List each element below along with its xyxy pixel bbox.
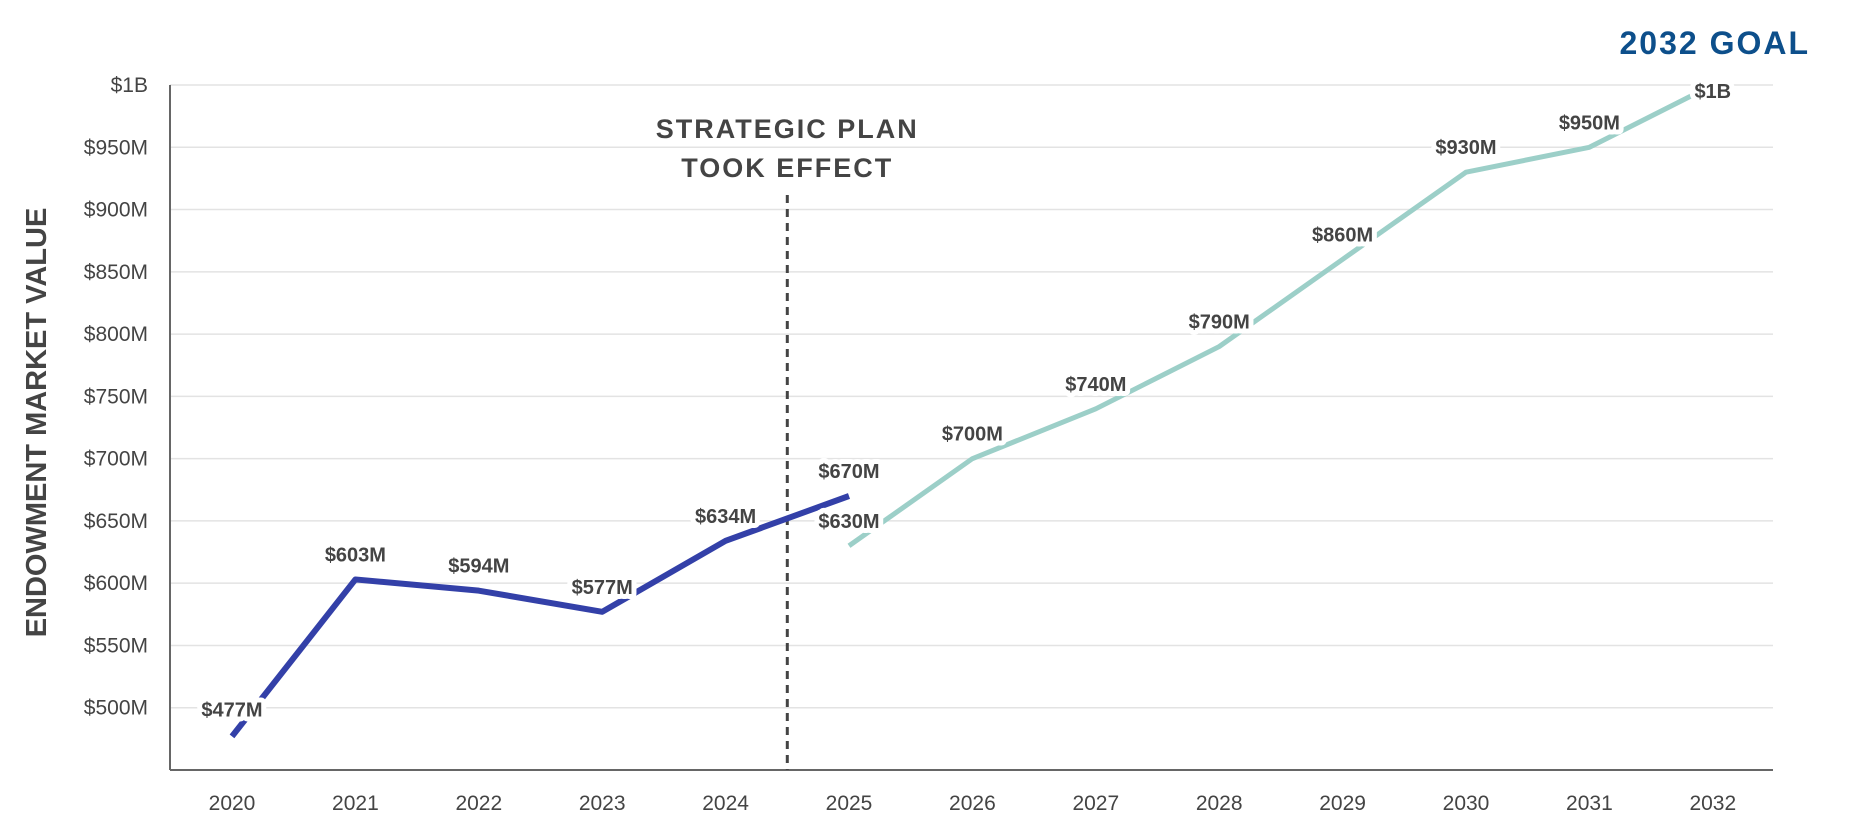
data-label: $634M <box>695 506 756 528</box>
gridlines <box>170 84 1773 709</box>
x-tick-label: 2029 <box>1319 792 1366 815</box>
x-tick-label: 2025 <box>826 792 873 815</box>
y-tick-label: $550M <box>84 634 148 657</box>
data-labels: $477M $603M $594M $577M $634M $670M $630M $700M… <box>196 76 1736 726</box>
data-label: $790M <box>1189 312 1250 334</box>
series-2-line <box>847 82 1714 548</box>
y-axis-title: ENDOWMENT MARKET VALUE <box>21 208 53 638</box>
data-label: $670M <box>818 461 879 483</box>
strategic-plan-label-line-1: STRATEGIC PLAN <box>656 114 919 144</box>
y-tick-label: $1B <box>111 74 148 97</box>
x-tick-label: 2021 <box>332 792 379 815</box>
x-tick-label: 2026 <box>949 792 996 815</box>
data-label: $1B <box>1694 81 1731 103</box>
y-tick-label: $800M <box>84 323 148 346</box>
data-label: $860M <box>1312 224 1373 246</box>
data-label: $577M <box>572 577 633 599</box>
y-tick-labels: $500M $550M $600M $650M $700M $750M $800M $850M… <box>84 74 148 720</box>
y-tick-label: $900M <box>84 199 148 222</box>
data-label: $930M <box>1435 137 1496 159</box>
y-tick-label: $500M <box>84 697 148 720</box>
x-tick-label: 2032 <box>1689 792 1736 815</box>
data-label: $477M <box>201 699 262 721</box>
strategic-plan-annotation: STRATEGIC PLAN TOOK EFFECT <box>656 114 919 770</box>
x-tick-labels: 2020 2021 2022 2023 2024 2025 2026 2027 2028 2029… <box>209 792 1737 815</box>
x-tick-label: 2024 <box>702 792 749 815</box>
y-tick-label: $950M <box>84 136 148 159</box>
x-tick-label: 2022 <box>455 792 502 815</box>
goal-label: 2032 GOAL <box>1619 25 1810 61</box>
y-tick-label: $850M <box>84 261 148 284</box>
x-tick-label: 2031 <box>1566 792 1613 815</box>
x-tick-label: 2020 <box>209 792 256 815</box>
data-label: $630M <box>818 511 879 533</box>
y-tick-label: $600M <box>84 572 148 595</box>
series-lines <box>229 82 1714 739</box>
series-1-line <box>229 493 851 739</box>
data-label: $740M <box>1065 374 1126 396</box>
y-tick-label: $750M <box>84 385 148 408</box>
x-tick-label: 2027 <box>1072 792 1119 815</box>
x-tick-label: 2023 <box>579 792 626 815</box>
axes <box>169 85 1773 771</box>
data-label: $700M <box>942 424 1003 446</box>
y-tick-label: $650M <box>84 510 148 533</box>
x-tick-label: 2030 <box>1443 792 1490 815</box>
data-label: $950M <box>1559 112 1620 134</box>
y-tick-label: $700M <box>84 448 148 471</box>
x-tick-label: 2028 <box>1196 792 1243 815</box>
strategic-plan-label-line-2: TOOK EFFECT <box>681 153 893 183</box>
data-label: $594M <box>448 556 509 578</box>
data-label: $603M <box>325 544 386 566</box>
